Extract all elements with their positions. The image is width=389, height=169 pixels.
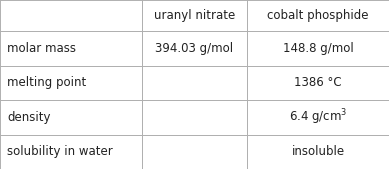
Text: 1386 °C: 1386 °C bbox=[294, 76, 342, 89]
Text: solubility in water: solubility in water bbox=[7, 145, 113, 158]
Text: density: density bbox=[7, 111, 51, 124]
Text: 394.03 g/mol: 394.03 g/mol bbox=[156, 42, 233, 55]
Text: 6.4 g/cm$^3$: 6.4 g/cm$^3$ bbox=[289, 107, 347, 127]
Text: insoluble: insoluble bbox=[291, 145, 345, 158]
Text: 148.8 g/mol: 148.8 g/mol bbox=[283, 42, 353, 55]
Text: cobalt phosphide: cobalt phosphide bbox=[267, 9, 369, 22]
Text: molar mass: molar mass bbox=[7, 42, 76, 55]
Text: uranyl nitrate: uranyl nitrate bbox=[154, 9, 235, 22]
Text: melting point: melting point bbox=[7, 76, 86, 89]
